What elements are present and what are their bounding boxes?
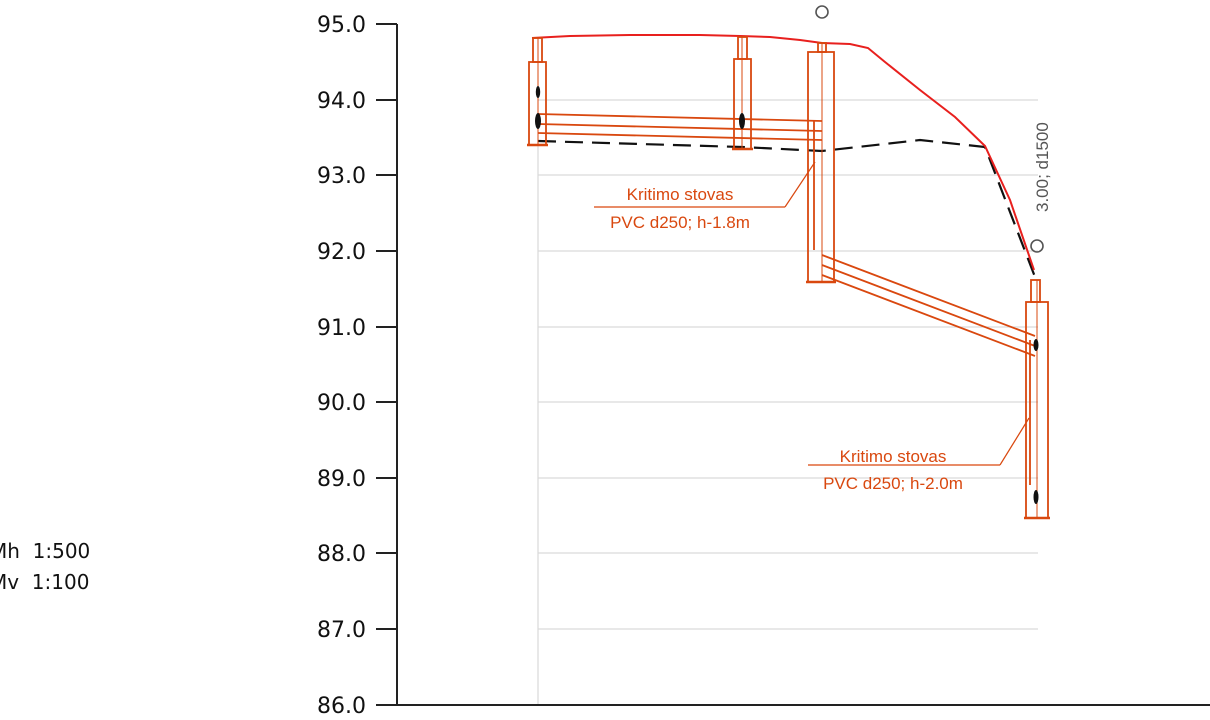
manhole-opening xyxy=(1033,490,1039,504)
y-tick-label: 86.0 xyxy=(317,694,366,719)
y-tick-label: 87.0 xyxy=(317,618,366,643)
y-tick-label: 92.0 xyxy=(317,240,366,265)
y-tick-label: 95.0 xyxy=(317,13,366,38)
annotation-line-1: Kritimo stovas xyxy=(840,447,947,466)
pipe-line xyxy=(821,254,1036,337)
y-tick-labels: 95.0 94.0 93.0 92.0 91.0 90.0 89.0 88.0 … xyxy=(317,13,366,719)
vertical-scale-label: Mv 1:100 xyxy=(0,570,89,594)
y-tick-label: 94.0 xyxy=(317,89,366,114)
annotation-line-2: PVC d250; h-2.0m xyxy=(823,474,963,493)
existing-ground-line xyxy=(531,34,1035,271)
y-tick-label: 93.0 xyxy=(317,164,366,189)
axes xyxy=(376,23,1210,706)
pipe-line xyxy=(821,264,1036,347)
drop-manhole-1 xyxy=(806,42,836,284)
y-tick-label: 88.0 xyxy=(317,542,366,567)
grid xyxy=(537,99,1038,705)
point-marker xyxy=(1030,239,1044,253)
point-marker xyxy=(815,5,829,19)
pipe-line xyxy=(821,274,1036,357)
pipe-line xyxy=(537,123,823,132)
horizontal-scale-label: Mh 1:500 xyxy=(0,539,90,563)
pipe-section-label: 3.00; d1500 xyxy=(1033,122,1052,212)
manhole-opening xyxy=(739,113,745,129)
annotation-drop-2: Kritimo stovas PVC d250; h-2.0m xyxy=(808,417,1030,493)
manhole-opening xyxy=(535,113,541,129)
design-ground-line xyxy=(537,138,1037,278)
manhole-opening xyxy=(1033,339,1039,351)
annotation-line-1: Kritimo stovas xyxy=(627,185,734,204)
pipe-line xyxy=(537,113,823,122)
manhole-neck xyxy=(1030,279,1041,303)
y-tick-label: 90.0 xyxy=(317,391,366,416)
drop-manhole-2 xyxy=(1024,279,1050,520)
manhole-2 xyxy=(732,36,753,151)
y-tick-label: 89.0 xyxy=(317,467,366,492)
annotation-line-2: PVC d250; h-1.8m xyxy=(610,213,750,232)
y-tick-label: 91.0 xyxy=(317,316,366,341)
manhole-opening xyxy=(535,86,541,98)
pipes xyxy=(537,113,1036,357)
pipe-line xyxy=(537,132,823,141)
leader-line xyxy=(999,417,1030,466)
annotation-drop-1: Kritimo stovas PVC d250; h-1.8m xyxy=(594,161,816,232)
leader-line xyxy=(784,161,816,208)
